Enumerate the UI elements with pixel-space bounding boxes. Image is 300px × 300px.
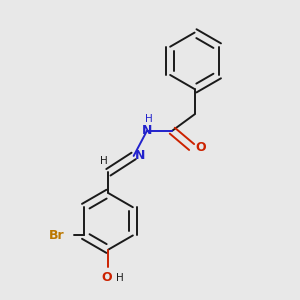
Text: N: N: [142, 124, 152, 137]
Text: N: N: [135, 149, 146, 162]
Text: Br: Br: [49, 229, 64, 242]
Text: H: H: [145, 114, 152, 124]
Text: H: H: [100, 156, 108, 166]
Text: O: O: [102, 271, 112, 284]
Text: H: H: [116, 273, 124, 283]
Text: O: O: [195, 140, 206, 154]
